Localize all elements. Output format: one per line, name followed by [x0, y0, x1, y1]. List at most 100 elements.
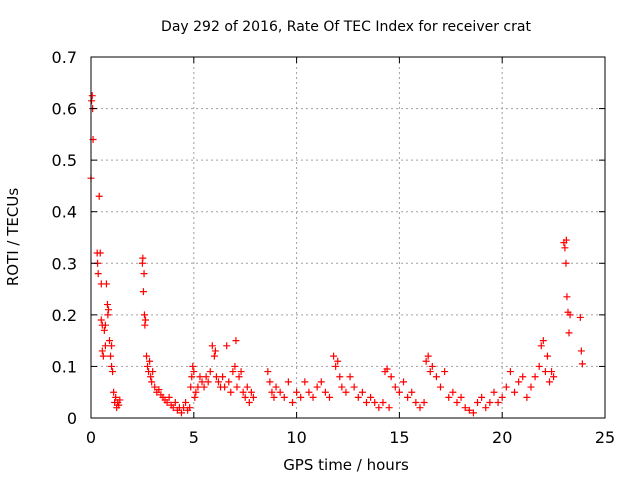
data-point — [412, 399, 420, 407]
data-point — [245, 399, 253, 407]
data-point — [395, 388, 403, 396]
data-point — [204, 378, 212, 386]
data-point — [309, 393, 317, 401]
data-point — [268, 388, 276, 396]
data-point — [151, 383, 159, 391]
data-point — [108, 362, 116, 370]
data-point — [428, 362, 436, 370]
data-point — [206, 368, 214, 376]
x-tick-label: 15 — [389, 428, 409, 447]
data-point — [188, 373, 196, 381]
data-point — [383, 365, 391, 373]
data-point — [104, 311, 112, 319]
data-point — [297, 393, 305, 401]
data-point — [94, 270, 102, 278]
y-axis-label: ROTI / TECUs — [4, 188, 22, 286]
x-tick-label: 0 — [86, 428, 96, 447]
data-point — [506, 368, 514, 376]
data-point — [432, 373, 440, 381]
data-point — [147, 373, 155, 381]
data-point — [346, 373, 354, 381]
data-point — [545, 378, 553, 386]
data-point — [276, 388, 284, 396]
data-point — [232, 337, 240, 345]
data-point — [139, 254, 147, 262]
data-point — [375, 404, 383, 412]
data-point — [163, 399, 171, 407]
data-point — [385, 404, 393, 412]
data-point — [149, 368, 157, 376]
data-point — [165, 393, 173, 401]
data-point — [112, 393, 120, 401]
data-point — [177, 409, 185, 417]
data-point — [293, 388, 301, 396]
plot-frame — [90, 56, 606, 419]
data-point — [140, 270, 148, 278]
data-point — [229, 368, 237, 376]
data-point — [539, 337, 547, 345]
data-points — [87, 92, 586, 417]
data-point — [247, 388, 255, 396]
data-point — [541, 368, 549, 376]
data-point — [502, 383, 510, 391]
data-point — [194, 383, 202, 391]
data-point — [342, 388, 350, 396]
grid-lines — [91, 57, 605, 418]
data-point — [214, 378, 222, 386]
data-point — [565, 329, 573, 337]
data-point — [284, 378, 292, 386]
data-point — [96, 249, 104, 257]
y-tick-labels: 0 0.1 0.2 0.3 0.4 0.5 0.6 0.7 — [52, 48, 77, 428]
data-point — [563, 293, 571, 301]
x-axis-label: GPS time / hours — [283, 456, 409, 474]
data-point — [155, 386, 163, 394]
data-point — [109, 368, 117, 376]
data-point — [110, 388, 118, 396]
data-point — [354, 393, 362, 401]
data-point — [108, 342, 116, 350]
data-point — [332, 362, 340, 370]
data-point — [437, 383, 445, 391]
data-point — [445, 393, 453, 401]
data-point — [211, 347, 219, 355]
data-point — [237, 368, 245, 376]
data-point — [416, 404, 424, 412]
data-point — [325, 393, 333, 401]
data-point — [338, 383, 346, 391]
data-point — [196, 373, 204, 381]
data-point — [249, 393, 257, 401]
data-point — [192, 388, 200, 396]
y-tick-label: 0.6 — [52, 100, 77, 119]
data-point — [221, 383, 229, 391]
data-point — [98, 347, 106, 355]
data-point — [321, 388, 329, 396]
data-point — [420, 399, 428, 407]
data-point — [358, 388, 366, 396]
data-point — [103, 301, 111, 309]
data-point — [88, 92, 96, 100]
data-point — [469, 409, 477, 417]
data-point — [515, 378, 523, 386]
data-point — [140, 311, 148, 319]
data-point — [424, 352, 432, 360]
data-point — [490, 388, 498, 396]
data-point — [169, 404, 177, 412]
data-point — [233, 383, 241, 391]
y-tick-label: 0.7 — [52, 48, 77, 67]
data-point — [400, 378, 408, 386]
data-point — [305, 388, 313, 396]
data-point — [441, 368, 449, 376]
data-point — [239, 388, 247, 396]
data-point — [449, 388, 457, 396]
data-point — [107, 352, 115, 360]
data-point — [186, 404, 194, 412]
data-point — [141, 321, 149, 329]
data-point — [191, 393, 199, 401]
data-point — [270, 393, 278, 401]
data-point — [202, 373, 210, 381]
data-point — [102, 280, 110, 288]
data-point — [486, 399, 494, 407]
data-point — [101, 321, 109, 329]
data-point — [235, 373, 243, 381]
